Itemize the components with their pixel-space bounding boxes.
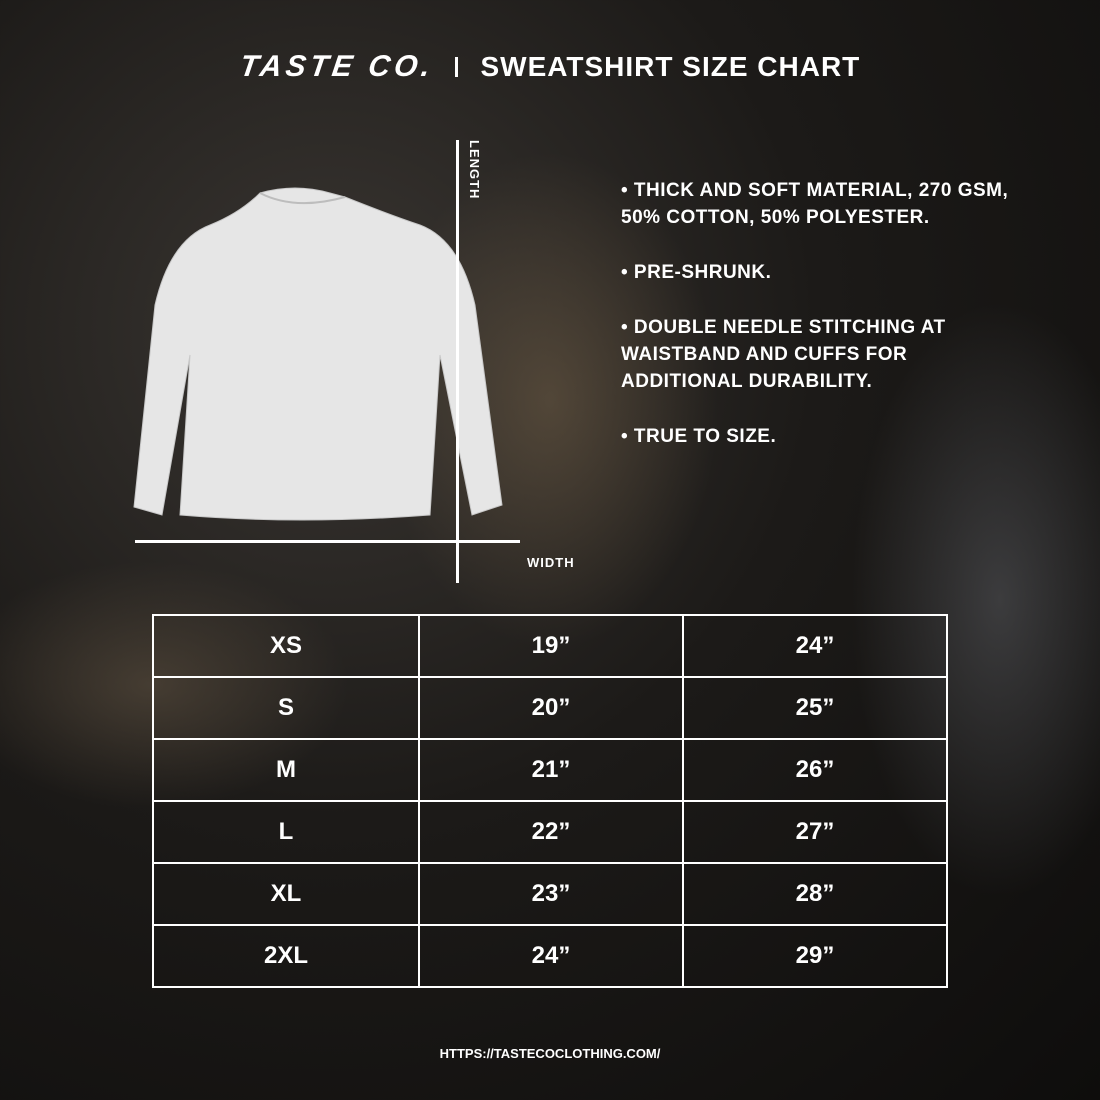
size-cell: S (152, 676, 420, 740)
width-cell: 22” (418, 800, 684, 864)
width-measure-line (135, 540, 520, 543)
width-cell: 24” (418, 924, 684, 988)
sweatshirt-image (133, 187, 503, 521)
width-cell: 23” (418, 862, 684, 926)
length-measure-line (456, 140, 459, 583)
width-cell: 20” (418, 676, 684, 740)
brand-logo: TASTE CO. (237, 50, 436, 83)
feature-item: • DOUBLE NEEDLE STITCHING AT WAISTBAND A… (621, 317, 946, 392)
length-cell: 24” (682, 614, 948, 678)
size-cell: L (152, 800, 420, 864)
feature-list: • THICK AND SOFT MATERIAL, 270 GSM, 50% … (621, 177, 1021, 478)
length-cell: 26” (682, 738, 948, 802)
size-cell: XL (152, 862, 420, 926)
table-row: 2XL 24” 29” (152, 924, 948, 988)
length-cell: 27” (682, 800, 948, 864)
feature-item: • TRUE TO SIZE. (621, 426, 777, 447)
website-url: HTTPS://TASTECOCLOTHING.COM/ (439, 1046, 661, 1061)
feature-item: • THICK AND SOFT MATERIAL, 270 GSM, 50% … (621, 180, 1009, 228)
table-row: XL 23” 28” (152, 862, 948, 926)
table-row: L 22” 27” (152, 800, 948, 864)
header: TASTE CO. SWEATSHIRT SIZE CHART (0, 50, 1100, 84)
size-table: XS 19” 24” S 20” 25” M 21” 26” L 22” 27” XL 23” 28” 2XL… (152, 614, 948, 988)
table-row: XS 19” 24” (152, 614, 948, 678)
width-cell: 21” (418, 738, 684, 802)
size-cell: 2XL (152, 924, 420, 988)
length-cell: 28” (682, 862, 948, 926)
length-label: LENGTH (467, 140, 482, 200)
table-row: M 21” 26” (152, 738, 948, 802)
width-label: WIDTH (527, 555, 575, 570)
size-cell: M (152, 738, 420, 802)
length-cell: 25” (682, 676, 948, 740)
divider (455, 57, 459, 77)
feature-item: • PRE-SHRUNK. (621, 262, 772, 283)
width-cell: 19” (418, 614, 684, 678)
table-row: S 20” 25” (152, 676, 948, 740)
size-cell: XS (152, 614, 420, 678)
length-cell: 29” (682, 924, 948, 988)
page-title: SWEATSHIRT SIZE CHART (480, 51, 861, 82)
